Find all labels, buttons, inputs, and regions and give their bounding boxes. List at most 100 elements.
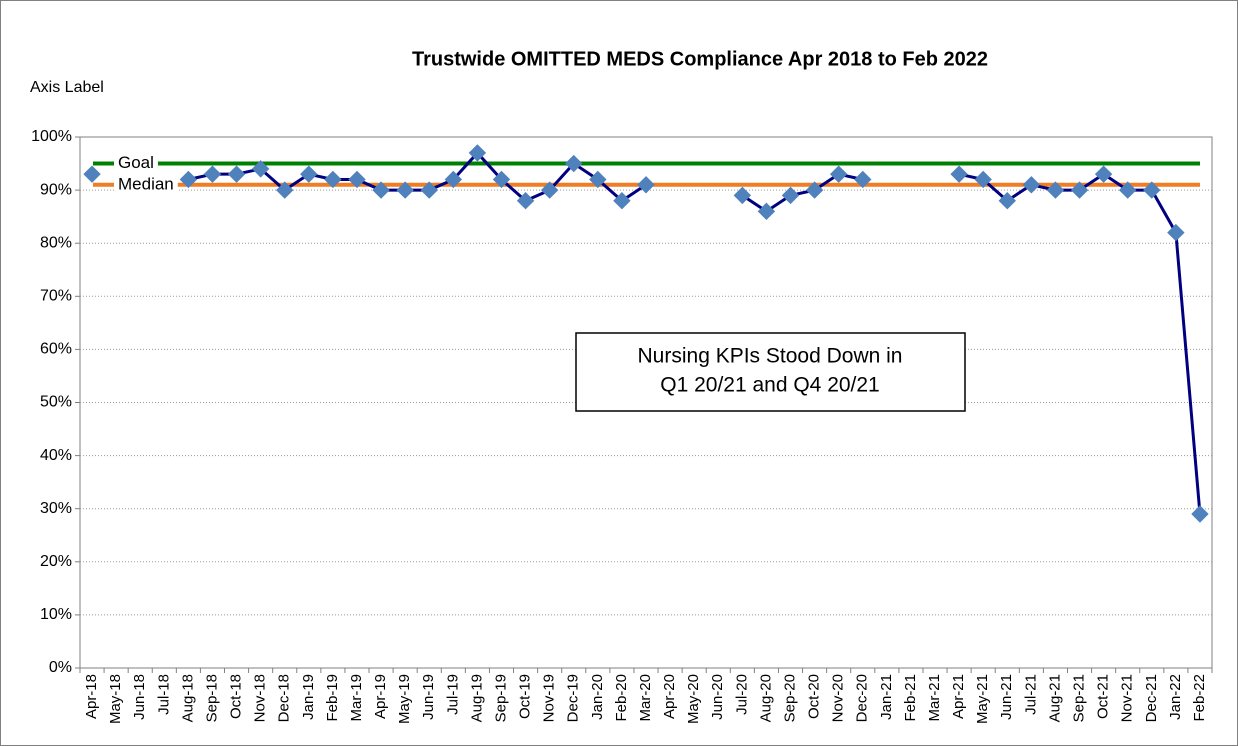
data-point: [1191, 505, 1209, 523]
data-point: [613, 192, 631, 210]
data-point: [1143, 181, 1161, 199]
x-tick-label: Aug-20: [757, 674, 774, 722]
y-axis-label: Axis Label: [30, 79, 104, 96]
data-point: [565, 154, 583, 173]
data-point: [372, 181, 390, 199]
data-point: [1070, 181, 1089, 199]
x-tick-label: Jan-22: [1167, 674, 1184, 720]
x-tick-label: Aug-18: [179, 674, 196, 722]
annotation-text: Q1 20/21 and Q4 20/21: [660, 374, 880, 397]
x-tick-label: Dec-19: [565, 674, 582, 722]
data-point: [179, 170, 198, 189]
x-tick-label: Nov-21: [1119, 674, 1136, 722]
x-tick-label: Aug-19: [468, 674, 485, 722]
data-point: [854, 170, 872, 189]
x-tick-label: Feb-22: [1191, 674, 1208, 722]
y-tick-label: 70%: [40, 288, 72, 305]
x-tick-label: Mar-19: [348, 674, 365, 722]
y-tick-label: 100%: [31, 128, 72, 145]
x-tick-label: Nov-19: [541, 674, 558, 722]
annotation-box: [575, 332, 966, 412]
x-tick-label: Sep-21: [1071, 674, 1088, 722]
data-point: [1022, 176, 1041, 194]
x-tick-label: Jun-20: [709, 674, 726, 720]
data-point: [781, 186, 800, 205]
data-point: [637, 176, 655, 194]
x-tick-label: Dec-18: [276, 674, 293, 722]
data-point: [348, 170, 366, 189]
data-point: [540, 181, 559, 199]
x-tick-label: Dec-21: [1143, 674, 1160, 722]
data-point: [324, 170, 342, 189]
y-tick-label: 80%: [40, 234, 72, 251]
x-tick-label: May-19: [396, 674, 413, 724]
data-point: [251, 160, 270, 178]
x-tick-label: Apr-18: [83, 674, 100, 719]
x-tick-label: Sep-18: [203, 674, 220, 722]
x-tick-label: Apr-19: [372, 674, 389, 719]
data-point: [805, 181, 824, 199]
data-point: [998, 192, 1016, 210]
x-tick-label: Mar-20: [637, 674, 654, 722]
data-point: [757, 202, 776, 221]
data-point: [950, 165, 968, 183]
data-point: [1094, 165, 1113, 183]
reference-label-bg: [114, 176, 178, 192]
data-point: [589, 170, 607, 189]
reference-label: Goal: [118, 153, 154, 172]
x-tick-label: Apr-21: [950, 674, 967, 719]
x-tick-label: Jun-21: [998, 674, 1015, 720]
x-tick-label: Mar-21: [926, 674, 943, 722]
y-tick-label: 40%: [40, 447, 72, 464]
x-tick-label: Sep-19: [492, 674, 509, 722]
data-point: [396, 181, 414, 199]
y-tick-label: 60%: [40, 341, 72, 358]
data-point: [444, 170, 463, 189]
data-point: [516, 192, 535, 210]
x-tick-label: Oct-19: [517, 674, 534, 719]
y-tick-label: 30%: [40, 500, 72, 517]
x-tick-label: Aug-21: [1046, 674, 1063, 722]
data-point: [1118, 181, 1137, 199]
x-tick-label: May-20: [685, 674, 702, 724]
reference-label: Median: [118, 174, 174, 193]
x-tick-label: Jan-19: [300, 674, 317, 720]
data-point: [492, 170, 511, 189]
x-tick-label: Nov-18: [252, 674, 269, 722]
y-tick-label: 50%: [40, 394, 72, 411]
reference-label-bg: [114, 155, 158, 171]
data-point: [1167, 223, 1185, 242]
y-tick-label: 90%: [40, 181, 72, 198]
x-tick-label: Jan-20: [589, 674, 606, 720]
data-point: [300, 165, 318, 183]
data-point: [83, 165, 101, 183]
data-point: [468, 144, 487, 162]
x-tick-label: Sep-20: [781, 674, 798, 722]
x-tick-label: Oct-21: [1095, 674, 1112, 719]
x-tick-label: Jul-21: [1022, 674, 1039, 715]
y-tick-label: 10%: [40, 606, 72, 623]
data-point: [829, 165, 848, 183]
chart-title: Trustwide OMITTED MEDS Compliance Apr 20…: [412, 48, 988, 70]
x-tick-label: Feb-19: [324, 674, 341, 722]
data-point: [1046, 181, 1065, 199]
annotation-text: Nursing KPIs Stood Down in: [638, 345, 903, 368]
data-point: [203, 165, 222, 183]
data-point: [420, 181, 438, 199]
x-tick-label: Nov-20: [830, 674, 847, 722]
x-tick-label: May-18: [107, 674, 124, 724]
data-point: [276, 181, 294, 199]
x-tick-label: Jan-21: [878, 674, 895, 720]
x-tick-label: Feb-21: [902, 674, 919, 722]
x-tick-label: Dec-20: [854, 674, 871, 722]
data-point: [974, 170, 992, 189]
x-tick-label: Jun-19: [420, 674, 437, 720]
x-tick-label: Jul-20: [733, 674, 750, 715]
x-tick-label: Jun-18: [131, 674, 148, 720]
x-tick-label: Jul-19: [444, 674, 461, 715]
x-tick-label: Feb-20: [613, 674, 630, 722]
x-tick-label: Oct-20: [806, 674, 823, 719]
x-tick-label: Apr-20: [661, 674, 678, 719]
data-point: [227, 165, 246, 183]
